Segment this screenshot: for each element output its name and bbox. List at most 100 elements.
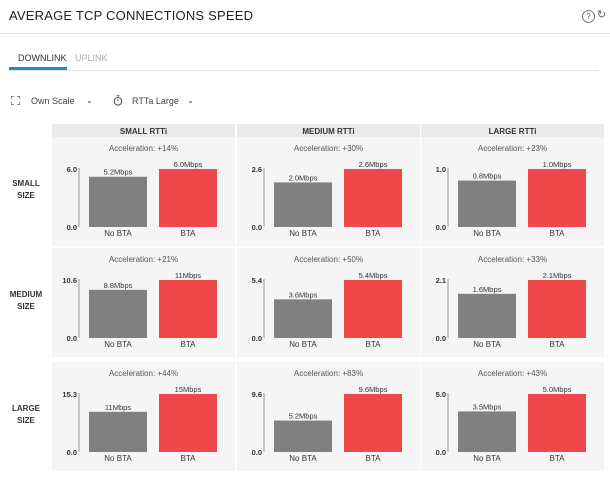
y-tick-label: 10.6 [62, 276, 77, 285]
row-label: SMALL [12, 179, 40, 188]
bar-value-label: 2.6Mbps [359, 160, 388, 169]
x-tick-label: No BTA [289, 454, 317, 463]
x-tick-label: BTA [550, 340, 566, 349]
x-tick-label: No BTA [104, 340, 132, 349]
bar-value-label: 5.0Mbps [543, 385, 572, 394]
y-tick-label: 0.0 [436, 223, 446, 232]
bar-value-label: 3.6Mbps [289, 290, 318, 299]
acceleration-label: Acceleration: +44% [109, 369, 178, 378]
acceleration-label: Acceleration: +14% [109, 144, 178, 153]
y-tick-label: 0.0 [67, 448, 77, 457]
bar-value-label: 3.5Mbps [473, 402, 502, 411]
y-tick-label: 0.0 [252, 223, 262, 232]
x-tick-label: BTA [366, 454, 382, 463]
bar-no-bta [458, 411, 516, 452]
refresh-icon[interactable]: ↻ [596, 9, 607, 21]
y-tick-label: 5.0 [436, 390, 446, 399]
page-title: AVERAGE TCP CONNECTIONS SPEED [9, 8, 254, 23]
x-tick-label: No BTA [289, 340, 317, 349]
y-tick-label: 5.4 [252, 276, 263, 285]
x-tick-label: BTA [181, 340, 197, 349]
y-tick-label: 2.1 [436, 276, 446, 285]
x-tick-label: BTA [366, 340, 382, 349]
acceleration-label: Acceleration: +33% [478, 255, 547, 264]
column-header-bg [52, 124, 235, 137]
row-label: MEDIUM [10, 290, 43, 299]
x-tick-label: BTA [550, 454, 566, 463]
x-tick-label: No BTA [104, 454, 132, 463]
bar-value-label: 0.8Mbps [473, 172, 502, 181]
active-tab-indicator [9, 67, 67, 70]
acceleration-label: Acceleration: +50% [294, 255, 363, 264]
y-tick-label: 0.0 [67, 334, 77, 343]
bar-no-bta [458, 180, 516, 227]
tab-bar: DOWNLINK UPLINK [9, 50, 599, 71]
x-tick-label: No BTA [289, 229, 317, 238]
acceleration-label: Acceleration: +21% [109, 255, 178, 264]
bar-bta [344, 280, 402, 338]
bar-no-bta [458, 293, 516, 338]
acceleration-label: Acceleration: +30% [294, 144, 363, 153]
bar-value-label: 5.4Mbps [359, 271, 388, 280]
y-tick-label: 0.0 [252, 448, 262, 457]
y-tick-label: 1.0 [436, 165, 446, 174]
row-label: SIZE [17, 191, 35, 200]
y-tick-label: 0.0 [436, 334, 446, 343]
header: AVERAGE TCP CONNECTIONS SPEED ? ↻ [0, 0, 610, 34]
bar-bta [528, 394, 586, 452]
help-icon[interactable]: ? [582, 10, 595, 23]
y-tick-label: 15.3 [62, 390, 77, 399]
bar-no-bta [89, 289, 147, 338]
tab-downlink[interactable]: DOWNLINK [18, 53, 67, 63]
tab-uplink[interactable]: UPLINK [75, 53, 108, 63]
y-tick-label: 6.0 [67, 165, 77, 174]
y-tick-label: 0.0 [67, 223, 77, 232]
bar-no-bta [274, 182, 332, 227]
row-label: SIZE [17, 302, 35, 311]
bar-bta [528, 280, 586, 338]
bar-bta [344, 169, 402, 227]
bar-no-bta [89, 411, 147, 452]
row-label: SIZE [17, 416, 35, 425]
row-label: LARGE [12, 404, 41, 413]
bar-value-label: 6.0Mbps [174, 160, 203, 169]
bar-value-label: 11Mbps [105, 403, 131, 412]
y-tick-label: 9.6 [252, 390, 262, 399]
x-tick-label: BTA [181, 229, 197, 238]
x-tick-label: BTA [550, 229, 566, 238]
column-header: LARGE RTTi [489, 127, 537, 136]
x-tick-label: No BTA [473, 229, 501, 238]
x-tick-label: BTA [181, 454, 197, 463]
acceleration-label: Acceleration: +43% [478, 369, 547, 378]
column-header: MEDIUM RTTi [302, 127, 354, 136]
chevron-down-icon: ⌄ [187, 96, 194, 105]
bar-bta [159, 169, 217, 227]
acceleration-label: Acceleration: +23% [478, 144, 547, 153]
x-tick-label: No BTA [473, 454, 501, 463]
acceleration-label: Acceleration: +83% [294, 369, 363, 378]
bar-value-label: 2.1Mbps [543, 271, 572, 280]
column-header-bg [237, 124, 420, 137]
bar-value-label: 1.0Mbps [543, 160, 572, 169]
y-tick-label: 2.6 [252, 165, 262, 174]
bar-value-label: 8.8Mbps [104, 281, 133, 290]
chevron-down-icon: ⌄ [86, 96, 93, 105]
y-tick-label: 0.0 [252, 334, 262, 343]
column-header-bg [421, 124, 604, 137]
bar-no-bta [89, 176, 147, 227]
stopwatch-icon [113, 95, 123, 106]
rtt-selector-label: RTTa Large [132, 96, 179, 106]
bar-value-label: 5.2Mbps [289, 412, 318, 421]
bar-no-bta [274, 299, 332, 338]
bar-value-label: 5.2Mbps [104, 168, 133, 177]
bar-bta [159, 394, 217, 452]
x-tick-label: BTA [366, 229, 382, 238]
bar-value-label: 15Mbps [175, 385, 202, 394]
bar-value-label: 2.0Mbps [289, 173, 318, 182]
x-tick-label: No BTA [473, 340, 501, 349]
column-header: SMALL RTTi [120, 127, 167, 136]
bar-value-label: 11Mbps [175, 271, 201, 280]
bar-bta [159, 280, 217, 338]
bar-bta [344, 394, 402, 452]
